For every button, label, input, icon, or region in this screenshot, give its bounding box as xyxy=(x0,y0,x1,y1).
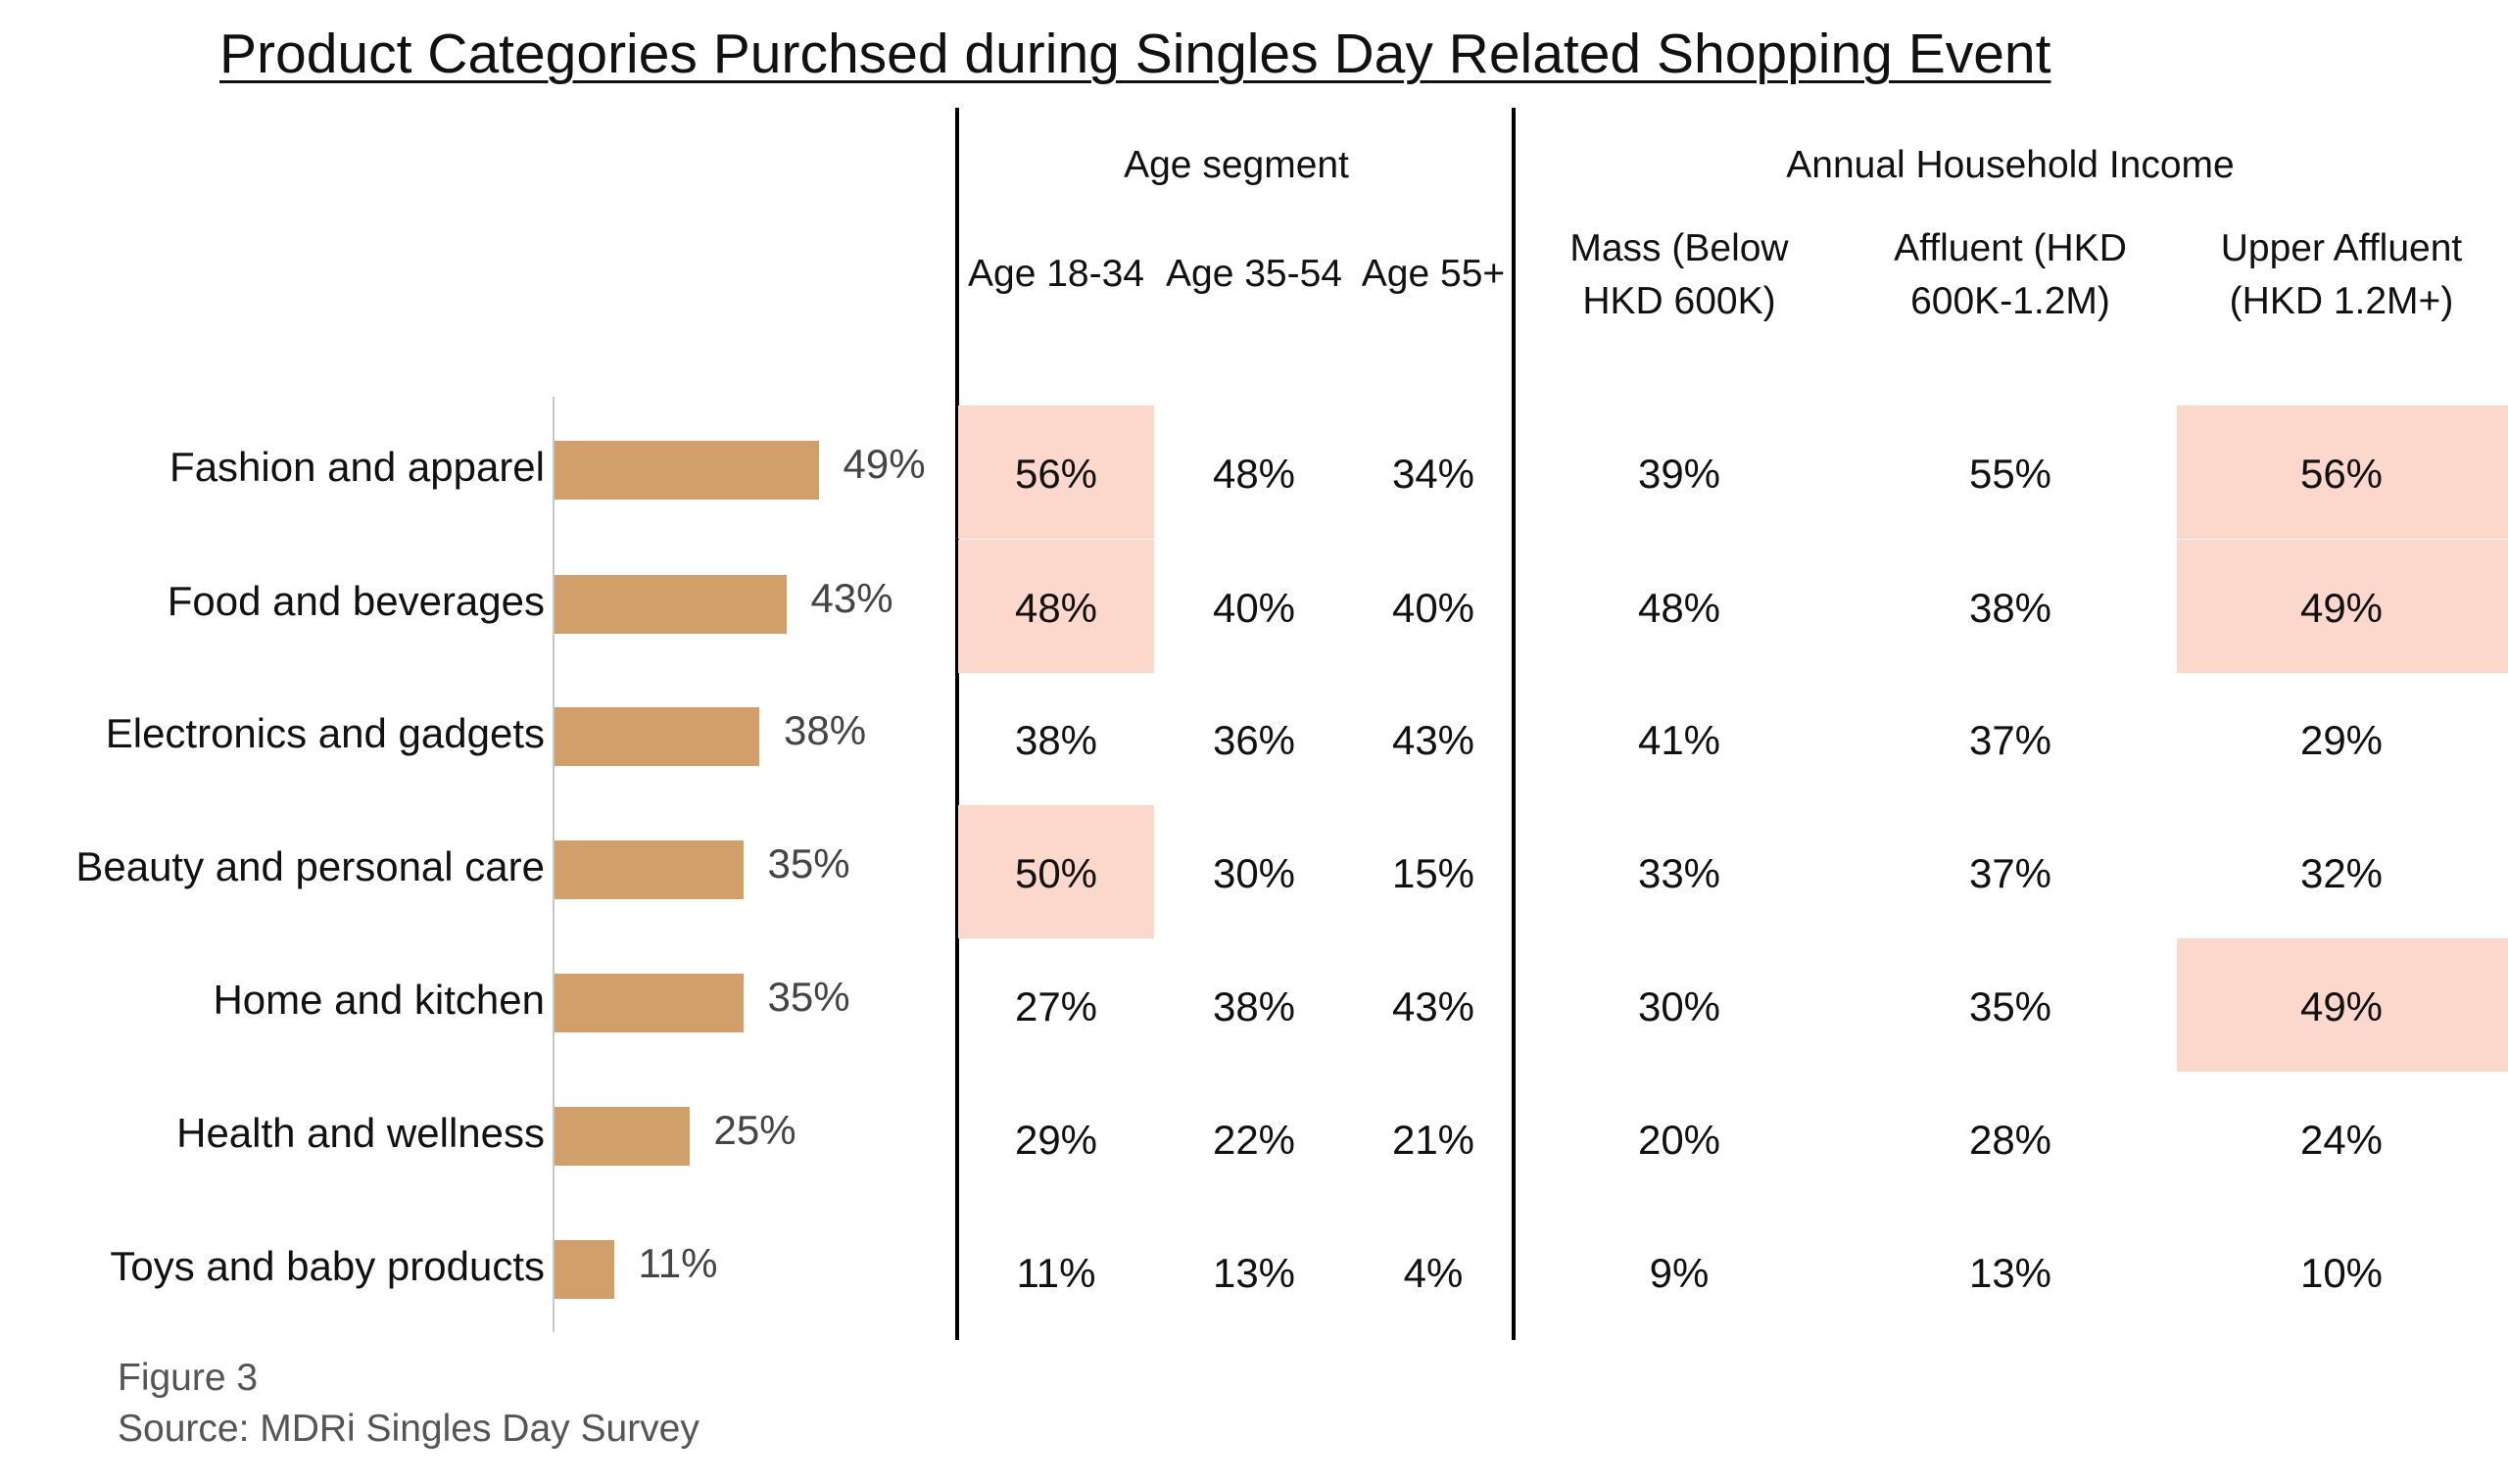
table-cell: 15% xyxy=(1391,850,1475,896)
table-cell: 32% xyxy=(2299,850,2384,896)
highlight-cell xyxy=(2177,938,2508,1072)
bar-value-label: 11% xyxy=(638,1240,718,1286)
bar-value-label: 38% xyxy=(784,707,867,753)
column-header-line: Age 55+ xyxy=(1361,253,1506,295)
table-cell: 43% xyxy=(1391,983,1475,1029)
highlight-cell xyxy=(958,540,1154,673)
column-header-line: Mass (Below xyxy=(1569,227,1789,269)
column-header-line: Age 18-34 xyxy=(968,253,1144,295)
column-header-line: HKD 600K) xyxy=(1582,280,1776,322)
table-cell: 49% xyxy=(2299,983,2384,1029)
table-cell: 34% xyxy=(1391,451,1475,497)
column-header-1: Age 35-54 xyxy=(1107,248,1401,301)
table-cell: 38% xyxy=(1212,983,1296,1029)
table-cell: 40% xyxy=(1391,585,1475,631)
table-cell: 28% xyxy=(1968,1117,2052,1163)
column-header-0: Age 18-34 xyxy=(909,248,1203,301)
column-header-5: Upper Affluent (HKD 1.2M+) xyxy=(2194,222,2488,328)
table-cell: 55% xyxy=(1968,451,2052,497)
table-cell: 43% xyxy=(1391,717,1475,763)
highlight-cell xyxy=(958,805,1154,938)
table-cell: 21% xyxy=(1391,1117,1475,1163)
column-header-2: Age 55+ xyxy=(1286,248,1580,301)
bar xyxy=(555,441,819,500)
table-cell: 49% xyxy=(2299,585,2384,631)
column-header-line: Upper Affluent xyxy=(2220,227,2463,269)
table-cell: 4% xyxy=(1403,1250,1464,1296)
category-label: Health and wellness xyxy=(176,1110,545,1156)
highlight-cell xyxy=(2177,406,2508,539)
table-cell: 13% xyxy=(1968,1250,2052,1296)
category-label: Fashion and apparel xyxy=(169,444,545,490)
table-cell: 40% xyxy=(1212,585,1296,631)
table-cell: 33% xyxy=(1637,850,1721,896)
table-cell: 38% xyxy=(1968,585,2052,631)
bar-value-label: 25% xyxy=(713,1107,796,1153)
table-cell: 38% xyxy=(1014,717,1098,763)
table-cell: 39% xyxy=(1637,451,1721,497)
category-label: Food and beverages xyxy=(167,578,545,624)
category-label: Electronics and gadgets xyxy=(105,710,545,756)
category-label: Toys and baby products xyxy=(110,1243,545,1289)
bar-value-label: 43% xyxy=(810,575,893,621)
chart-title: Product Categories Purchsed during Singl… xyxy=(219,23,2051,85)
highlight-cell xyxy=(958,406,1154,539)
table-cell: 56% xyxy=(1014,451,1098,497)
column-header-3: Mass (Below HKD 600K) xyxy=(1532,222,1826,328)
bar xyxy=(555,840,744,899)
column-header-4: Affluent (HKD 600K-1.2M) xyxy=(1863,222,2157,328)
table-cell: 30% xyxy=(1637,983,1721,1029)
table-cell: 10% xyxy=(2299,1250,2384,1296)
bar xyxy=(555,575,787,634)
table-cell: 35% xyxy=(1968,983,2052,1029)
table-cell: 50% xyxy=(1014,850,1098,896)
table-cell: 11% xyxy=(1016,1250,1096,1296)
bar xyxy=(555,1240,614,1299)
divider-left xyxy=(955,108,959,1340)
bar xyxy=(555,974,744,1032)
table-cell: 41% xyxy=(1637,717,1721,763)
bar xyxy=(555,707,759,766)
table-cell: 9% xyxy=(1649,1250,1710,1296)
bar xyxy=(555,1107,690,1166)
column-header-line: Age 35-54 xyxy=(1166,253,1342,295)
table-cell: 56% xyxy=(2299,451,2384,497)
bar-value-label: 35% xyxy=(767,840,850,886)
group-header-1: Annual Household Income xyxy=(1786,144,2235,186)
table-cell: 20% xyxy=(1637,1117,1721,1163)
table-cell: 22% xyxy=(1212,1117,1296,1163)
figure-label: Figure 3 xyxy=(118,1357,259,1399)
table-cell: 37% xyxy=(1968,850,2052,896)
highlight-cell xyxy=(2177,540,2508,673)
table-cell: 13% xyxy=(1212,1250,1296,1296)
table-cell: 48% xyxy=(1212,451,1296,497)
category-label: Home and kitchen xyxy=(213,977,545,1023)
table-cell: 48% xyxy=(1637,585,1721,631)
source-note: Source: MDRi Singles Day Survey xyxy=(118,1408,699,1450)
bar-value-label: 49% xyxy=(843,441,926,487)
category-label: Beauty and personal care xyxy=(75,843,545,889)
group-header-0: Age segment xyxy=(1124,144,1349,186)
table-cell: 29% xyxy=(1014,1117,1098,1163)
table-cell: 30% xyxy=(1212,850,1296,896)
table-cell: 48% xyxy=(1014,585,1098,631)
divider-right xyxy=(1512,108,1516,1340)
bar-axis xyxy=(553,397,555,1332)
table-cell: 27% xyxy=(1014,983,1098,1029)
table-cell: 36% xyxy=(1212,717,1296,763)
bar-value-label: 35% xyxy=(767,974,850,1020)
column-header-line: Affluent (HKD xyxy=(1894,227,2127,269)
table-cell: 37% xyxy=(1968,717,2052,763)
table-cell: 24% xyxy=(2299,1117,2384,1163)
table-cell: 29% xyxy=(2299,717,2384,763)
column-header-line: 600K-1.2M) xyxy=(1910,280,2110,322)
column-header-line: (HKD 1.2M+) xyxy=(2229,280,2454,322)
